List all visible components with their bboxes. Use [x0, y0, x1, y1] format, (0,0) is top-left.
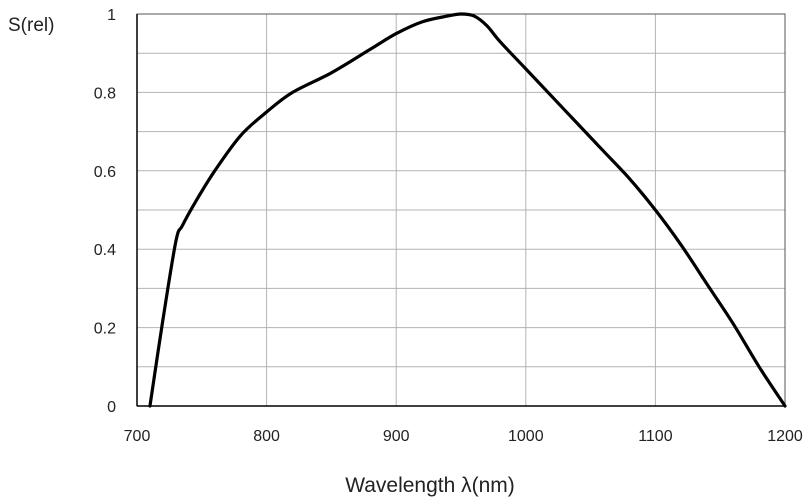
y-tick-label: 0	[107, 399, 116, 416]
x-tick-labels: 700 800 900 1000 1100 1200	[124, 428, 803, 445]
x-tick-label: 1000	[508, 428, 544, 445]
y-tick-labels: 0 0.2 0.4 0.6 0.8 1	[94, 7, 116, 416]
sensitivity-curve	[148, 12, 787, 408]
x-axis-title: Wavelength λ(nm)	[345, 474, 515, 497]
x-tick-label: 800	[253, 428, 280, 445]
y-tick-label: 1	[107, 7, 116, 24]
y-tick-label: 0.2	[94, 321, 116, 338]
x-tick-label: 700	[124, 428, 151, 445]
x-tick-label: 900	[383, 428, 410, 445]
series-layer	[148, 12, 787, 408]
x-tick-label: 1200	[767, 428, 803, 445]
y-tick-label: 0.8	[94, 85, 116, 102]
grid-lines	[137, 14, 785, 406]
y-axis-title: S(rel)	[8, 15, 54, 36]
y-tick-label: 0.4	[94, 242, 116, 259]
x-tick-label: 1100	[638, 428, 673, 445]
y-tick-label: 0.6	[94, 164, 116, 181]
